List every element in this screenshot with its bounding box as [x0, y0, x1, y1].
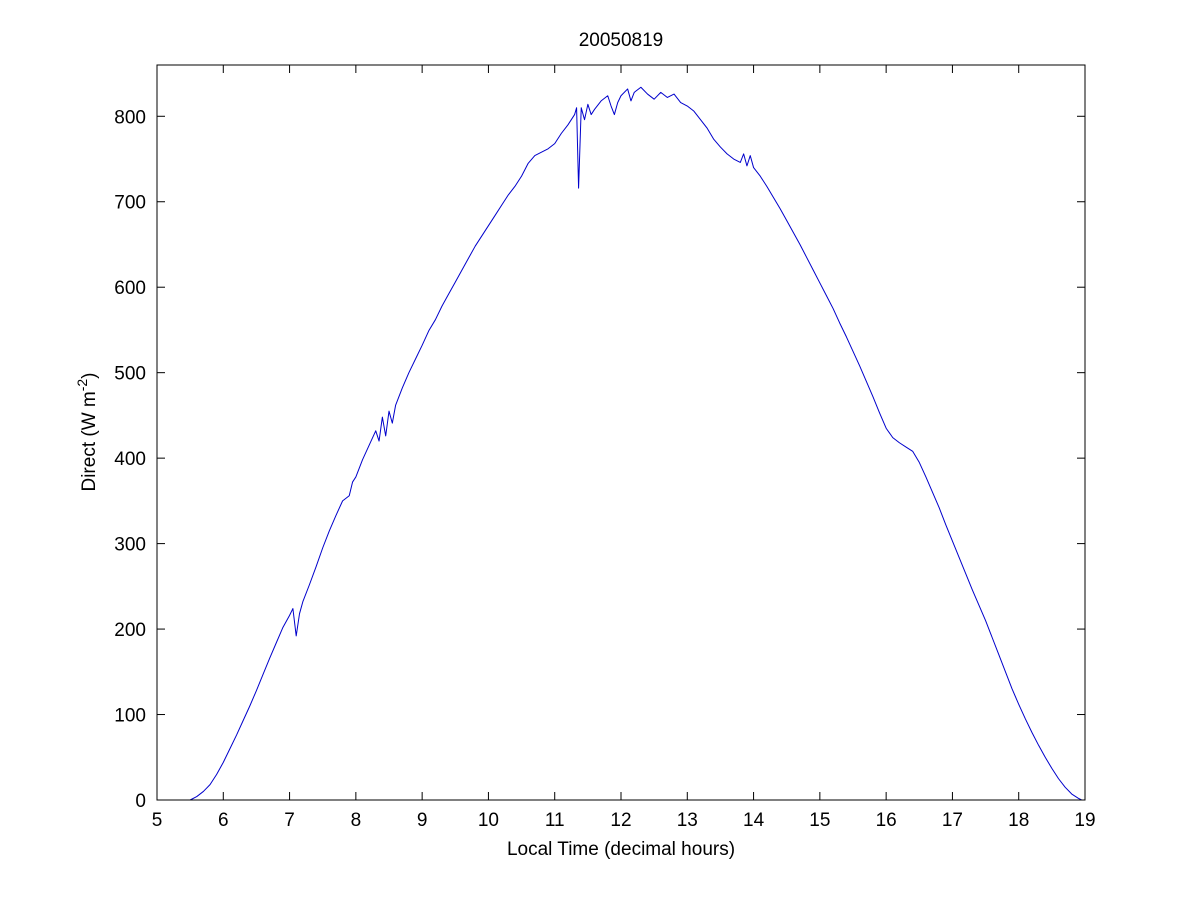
y-tick-label: 500: [114, 364, 146, 385]
y-tick-label: 700: [114, 193, 146, 214]
x-tick-label: 11: [545, 810, 565, 831]
x-tick-label: 14: [743, 810, 765, 831]
y-tick-label: 600: [114, 278, 146, 299]
chart-title: 20050819: [579, 30, 664, 51]
data-line-direct: [157, 86, 1082, 801]
y-tick-label: 0: [135, 791, 146, 812]
y-tick-label: 800: [114, 107, 146, 128]
y-tick-label: 400: [114, 449, 146, 470]
x-tick-label: 17: [942, 810, 963, 831]
x-tick-label: 10: [478, 810, 499, 831]
y-tick-label: 200: [114, 620, 146, 641]
x-tick-label: 7: [284, 810, 295, 831]
x-tick-label: 12: [610, 810, 631, 831]
x-tick-label: 9: [417, 810, 428, 831]
x-tick-label: 8: [351, 810, 362, 831]
x-tick-label: 18: [1008, 810, 1029, 831]
x-tick-label: 6: [218, 810, 229, 831]
x-tick-label: 13: [677, 810, 698, 831]
y-axis-label: Direct (W m-2): [74, 372, 100, 491]
y-tick-label: 300: [114, 535, 146, 556]
y-tick-label: 100: [114, 706, 146, 727]
plot-area: [157, 65, 1085, 800]
x-tick-label: 5: [152, 810, 163, 831]
x-tick-label: 15: [809, 810, 830, 831]
chart-dynamic-layer: 5 6 7 8 9 10 11 12 13 14 15 16 17 18 19 0 100 200 300 400 50…: [114, 65, 1096, 831]
x-tick-label: 16: [876, 810, 897, 831]
x-axis-label: Local Time (decimal hours): [507, 839, 735, 860]
x-tick-label: 19: [1074, 810, 1095, 831]
axes-box: [156, 64, 1086, 801]
